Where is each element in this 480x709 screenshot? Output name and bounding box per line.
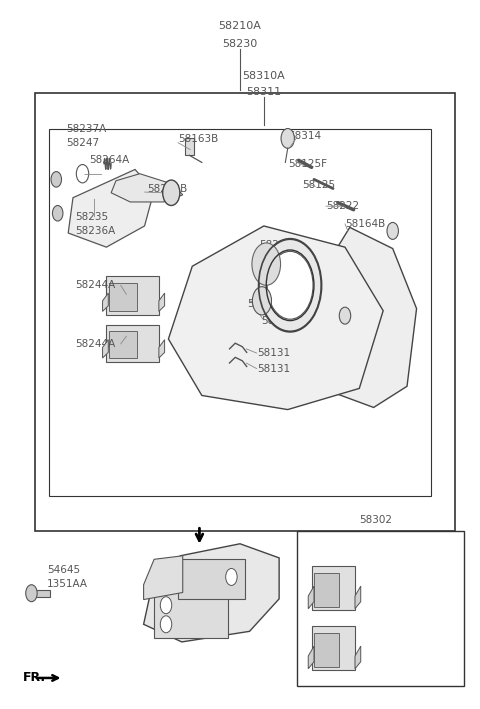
Text: 58131: 58131 [257, 364, 290, 374]
Polygon shape [103, 340, 108, 358]
Text: 58233: 58233 [283, 268, 316, 279]
Text: 58314: 58314 [288, 130, 321, 140]
Polygon shape [159, 293, 165, 311]
Text: 1351AA: 1351AA [47, 579, 88, 589]
Text: 58131: 58131 [257, 348, 290, 358]
Text: 58244A: 58244A [75, 339, 116, 349]
Circle shape [26, 585, 37, 602]
Polygon shape [355, 646, 361, 669]
Bar [185, 138, 194, 155]
Text: 58237A: 58237A [66, 123, 106, 133]
Circle shape [259, 240, 321, 331]
Polygon shape [103, 293, 108, 311]
Circle shape [163, 180, 180, 206]
Polygon shape [111, 174, 183, 202]
Polygon shape [144, 544, 279, 642]
Circle shape [267, 252, 313, 319]
Text: 58247: 58247 [66, 138, 99, 147]
Polygon shape [168, 226, 383, 410]
Text: FR.: FR. [23, 671, 46, 684]
Text: 54645: 54645 [47, 565, 80, 575]
Text: 58236A: 58236A [75, 226, 116, 236]
Text: 58164B: 58164B [262, 316, 302, 325]
Bar [314, 574, 339, 607]
Text: 58244A: 58244A [75, 280, 116, 290]
Bar [154, 588, 228, 638]
Polygon shape [308, 586, 314, 609]
Text: 58302: 58302 [360, 515, 392, 525]
Text: 58210A: 58210A [218, 21, 262, 31]
Text: 58235: 58235 [75, 212, 108, 222]
Polygon shape [159, 340, 165, 358]
Text: 58310A: 58310A [242, 70, 285, 81]
Text: 58213: 58213 [259, 240, 292, 250]
Circle shape [160, 597, 172, 614]
Polygon shape [144, 556, 183, 600]
Text: 58232: 58232 [271, 254, 304, 264]
Polygon shape [308, 646, 314, 669]
Text: 58222: 58222 [326, 201, 359, 211]
Circle shape [387, 223, 398, 240]
Bar [32, 590, 49, 597]
Circle shape [52, 206, 63, 221]
Bar [312, 626, 356, 670]
Bar [107, 325, 159, 362]
Text: 58311: 58311 [246, 86, 281, 97]
Text: 58164B: 58164B [345, 219, 385, 229]
Bar [178, 559, 245, 599]
Text: 58125: 58125 [302, 180, 335, 190]
Bar [314, 633, 339, 666]
Text: 58264A: 58264A [90, 155, 130, 165]
Circle shape [281, 128, 294, 148]
Bar [109, 283, 137, 311]
Circle shape [252, 286, 272, 315]
Circle shape [160, 616, 172, 632]
Bar [109, 331, 137, 358]
Text: 58222B: 58222B [147, 184, 187, 194]
Bar [297, 531, 464, 686]
Polygon shape [355, 586, 361, 609]
Text: 58125F: 58125F [288, 159, 327, 169]
Circle shape [76, 164, 89, 183]
Text: 58221: 58221 [247, 298, 280, 308]
Polygon shape [312, 228, 417, 408]
Polygon shape [68, 169, 154, 247]
Bar [312, 566, 356, 610]
Bar [49, 128, 431, 496]
Text: 58163B: 58163B [178, 134, 218, 144]
Bar [35, 93, 455, 531]
Text: 58230: 58230 [222, 39, 258, 49]
Circle shape [226, 569, 237, 586]
Circle shape [252, 243, 281, 285]
Circle shape [51, 172, 61, 187]
Bar [107, 276, 159, 315]
Circle shape [339, 307, 351, 324]
